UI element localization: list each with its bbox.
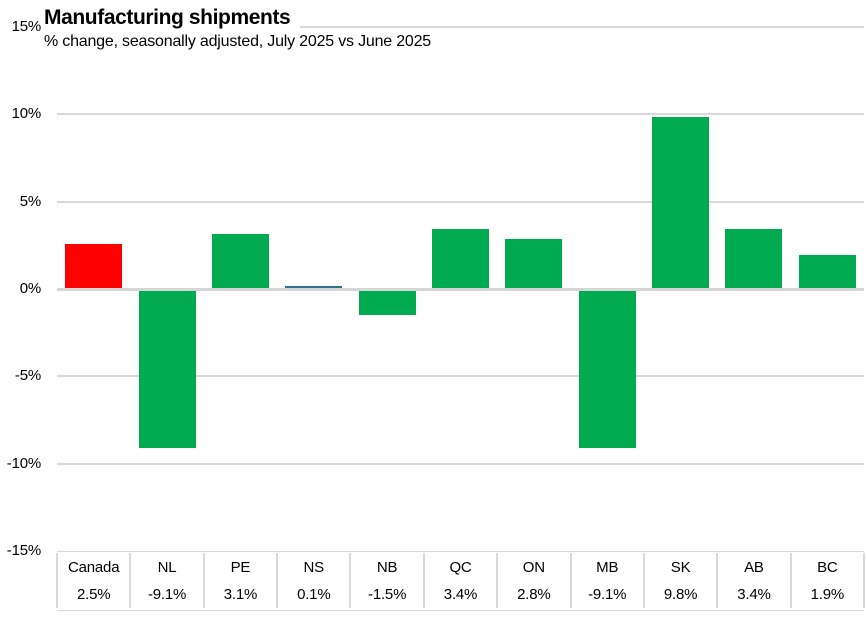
xlabel-qc: QC — [449, 559, 472, 576]
xlabel-ab: AB — [744, 559, 764, 576]
table-divider — [276, 553, 279, 608]
bar-nb — [358, 289, 416, 315]
table-bottom-border — [57, 610, 864, 611]
value-label-ab: 3.4% — [737, 586, 771, 603]
xlabel-on: ON — [522, 559, 545, 576]
gridline--5 — [57, 375, 864, 378]
table-top-border — [57, 551, 864, 552]
xlabel-mb: MB — [596, 559, 619, 576]
value-label-sk: 9.8% — [663, 586, 698, 603]
value-label-ns: 0.1% — [297, 586, 331, 603]
xlabel-nl: NL — [157, 559, 177, 576]
value-label-canada: 2.5% — [76, 586, 111, 603]
table-divider — [202, 553, 205, 608]
table-divider — [422, 553, 425, 608]
value-label-mb: -9.1% — [588, 586, 627, 603]
bar-bc — [798, 255, 856, 288]
ytick-label--5: -5% — [14, 367, 41, 385]
table-divider — [863, 553, 865, 608]
xlabel-ns: NS — [303, 559, 325, 576]
bar-canada — [65, 244, 123, 288]
ytick-label-10: 10% — [11, 105, 42, 123]
ytick-label--10: -10% — [6, 454, 41, 472]
bar-on — [505, 239, 563, 288]
ytick-label-0: 0% — [19, 280, 41, 297]
title-block: Manufacturing shipments % change, season… — [44, 4, 431, 51]
table-divider — [496, 553, 499, 608]
value-label-nl: -9.1% — [147, 586, 187, 603]
value-label-pe: 3.1% — [223, 586, 258, 603]
gridline-5 — [57, 200, 864, 203]
gridline-10 — [57, 113, 864, 116]
table-divider — [642, 553, 645, 608]
bar-mb — [578, 289, 636, 448]
ytick-label-5: 5% — [19, 192, 41, 210]
xlabel-bc: BC — [817, 559, 838, 576]
bar-pe — [211, 234, 269, 288]
xlabel-pe: PE — [230, 559, 251, 576]
value-label-qc: 3.4% — [443, 586, 478, 603]
bar-ab — [725, 229, 783, 288]
value-label-nb: -1.5% — [368, 586, 407, 603]
chart-subtitle: % change, seasonally adjusted, July 2025… — [44, 33, 432, 50]
value-label-bc: 1.9% — [810, 586, 845, 603]
table-divider — [349, 553, 352, 608]
ytick-label-15: 15% — [11, 17, 42, 35]
value-label-on: 2.8% — [517, 586, 551, 603]
bar-nl — [138, 289, 196, 448]
chart-title: Manufacturing shipments — [44, 4, 301, 31]
bar-ns — [285, 286, 343, 288]
bar-qc — [432, 229, 489, 288]
table-divider — [129, 553, 132, 608]
table-divider — [716, 553, 719, 608]
table-divider — [569, 553, 572, 608]
gridline-15 — [57, 25, 864, 28]
xlabel-nb: NB — [376, 559, 398, 576]
bar-sk — [652, 117, 710, 288]
xlabel-sk: SK — [670, 559, 691, 576]
gridline--10 — [57, 462, 864, 465]
table-divider — [56, 553, 58, 608]
xlabel-canada: Canada — [68, 559, 120, 576]
zero-axis-line — [57, 288, 864, 291]
table-divider — [789, 553, 792, 608]
ytick-label--15: -15% — [6, 542, 41, 559]
